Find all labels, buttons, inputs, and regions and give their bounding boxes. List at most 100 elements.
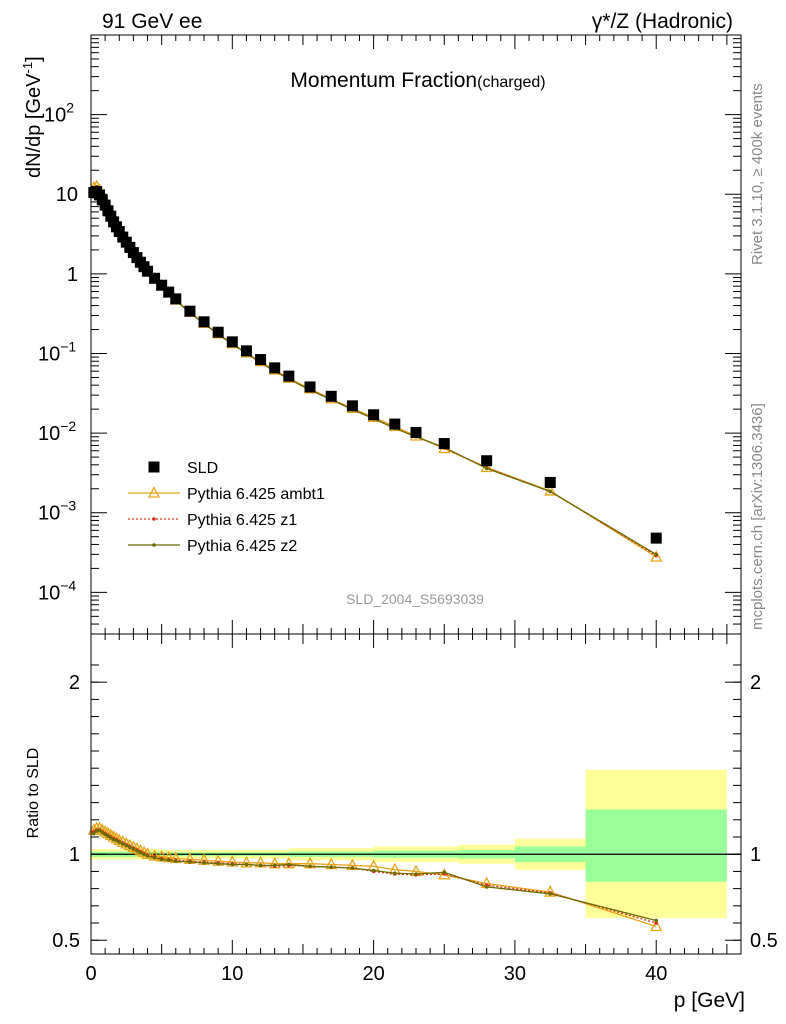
main-ytick-label-6: 102 xyxy=(44,100,74,127)
ratio-point-s0-26 xyxy=(240,855,253,868)
ratio-point-s2-17 xyxy=(145,854,150,858)
ratio-point-s2-39 xyxy=(654,918,659,923)
main-ylabel-sup: -1 xyxy=(20,62,35,74)
main-point-s0-34 xyxy=(389,418,401,430)
main-point-s3-37 xyxy=(484,466,489,471)
main-point-s0-27 xyxy=(255,354,267,366)
x-tick-label-0: 0 xyxy=(85,963,96,985)
ratio-point-s2-25 xyxy=(230,862,235,867)
legend-label-1: Pythia 6.425 ambt1 xyxy=(187,486,325,503)
main-point-s0-30 xyxy=(304,381,316,393)
main-point-s0-21 xyxy=(170,293,182,305)
main-ytick-label-1: 10−3 xyxy=(38,498,76,525)
main-ytick-exp-0: −4 xyxy=(60,577,76,593)
x-tick-label-4: 40 xyxy=(645,963,667,985)
ratio-point-s2-13 xyxy=(131,847,136,851)
main-ytick-label-5: 10 xyxy=(56,184,78,206)
main-ytick-label-0: 10−4 xyxy=(38,577,76,604)
legend-label-2: Pythia 6.425 z1 xyxy=(187,512,297,529)
main-ytick-label-4: 1 xyxy=(67,264,78,286)
mcplots-label: mcplots.cern.ch [arXiv:1306.3436] xyxy=(749,403,766,630)
ratio-point-s2-27 xyxy=(258,863,263,868)
ratio-ylabel: Ratio to SLD xyxy=(25,748,42,839)
plot-title: Momentum Fraction(charged) xyxy=(290,69,545,92)
legend-marker-2 xyxy=(152,517,156,521)
ratio-point-s2-19 xyxy=(159,857,164,862)
ratio-point-s2-0 xyxy=(92,831,96,836)
ratio-point-s2-23 xyxy=(202,861,206,865)
ratio-ytick-label-r-1: 1 xyxy=(750,844,761,866)
rivet-label: Rivet 3.1.10, ≥ 400k events xyxy=(749,83,766,265)
ratio-point-s2-7 xyxy=(111,837,116,842)
main-point-s0-24 xyxy=(212,326,224,338)
ratio-band-green-6 xyxy=(585,809,727,882)
main-point-s0-20 xyxy=(163,286,175,298)
ratio-axes-layer: 0.5 0.51 12 20 10 20 30 40 xyxy=(52,634,778,985)
ratio-point-s2-30 xyxy=(308,864,312,869)
ratio-plot: 0.5 0.51 12 20 10 20 30 40 Ratio to SLD p [GeV] xyxy=(25,633,778,1012)
x-tick-label-3: 30 xyxy=(504,963,526,985)
ratio-point-s2-31 xyxy=(329,865,334,869)
main-point-s0-29 xyxy=(283,370,295,382)
ratio-point-s2-34 xyxy=(393,871,397,875)
main-ytick-mant-2: 10 xyxy=(38,423,60,445)
ratio-point-s2-10 xyxy=(120,842,125,846)
legend-label-3: Pythia 6.425 z2 xyxy=(187,538,297,555)
main-points-layer xyxy=(87,179,663,562)
ratio-point-s2-5 xyxy=(106,834,110,838)
main-ytick-mant-3: 10 xyxy=(38,343,60,365)
ratio-point-s0-29 xyxy=(282,856,295,869)
main-point-s0-28 xyxy=(269,362,281,374)
ratio-point-s2-15 xyxy=(138,850,143,855)
main-ylabel: dN/dp [GeV-1] xyxy=(20,56,45,178)
ratio-point-s2-2 xyxy=(97,828,102,832)
ratio-ytick-label-r-0: 0.5 xyxy=(750,930,778,952)
main-point-s0-6 xyxy=(105,210,117,222)
ratio-point-s0-2 xyxy=(93,821,106,834)
main-ytick-exp-3: −1 xyxy=(60,338,76,354)
main-ylabel-text: dN/dp [GeV xyxy=(23,73,45,178)
header-left: 91 GeV ee xyxy=(102,10,202,33)
ratio-point-s2-16 xyxy=(142,852,146,857)
ratio-point-s2-12 xyxy=(128,845,132,850)
legend-label-0: SLD xyxy=(187,460,218,477)
main-ytick-mant-1: 10 xyxy=(38,503,60,525)
main-point-s0-23 xyxy=(198,316,210,328)
legend-marker-3 xyxy=(152,543,156,547)
ratio-point-s2-22 xyxy=(188,860,192,864)
main-point-s0-18 xyxy=(149,272,161,284)
ratio-point-s2-29 xyxy=(287,862,291,867)
main-point-s0-17 xyxy=(142,265,154,277)
main-ytick-mant-5: 10 xyxy=(56,184,78,206)
ratio-ytick-label-1: 1 xyxy=(69,844,80,866)
ratio-point-s2-1 xyxy=(94,829,99,833)
legend: SLD Pythia 6.425 ambt1 Pythia 6.425 z1 Pyth… xyxy=(128,460,325,555)
ratio-point-s2-33 xyxy=(371,868,376,873)
ratio-point-s2-6 xyxy=(108,836,113,840)
main-line-2 xyxy=(93,185,657,557)
ratio-point-s2-20 xyxy=(166,858,171,863)
main-ytick-exp-2: −2 xyxy=(60,418,76,434)
main-point-s0-35 xyxy=(410,426,422,438)
ratio-point-s2-9 xyxy=(117,840,122,844)
ratio-point-s2-35 xyxy=(414,872,418,876)
ratio-lines-layer xyxy=(87,821,663,932)
main-ytick-exp-6: 2 xyxy=(66,100,74,116)
x-axis-label: p [GeV] xyxy=(674,989,745,1012)
analysis-watermark: SLD_2004_S5693039 xyxy=(346,591,484,607)
x-tick-label-1: 10 xyxy=(221,963,243,985)
main-point-s0-32 xyxy=(346,400,358,412)
main-point-s0-38 xyxy=(544,476,556,488)
legend-marker-0 xyxy=(148,461,160,473)
plot-title-main: Momentum Fraction xyxy=(290,69,477,92)
header-right: γ*/Z (Hadronic) xyxy=(592,10,733,33)
main-point-s0-25 xyxy=(226,336,238,348)
main-ytick-label-3: 10−1 xyxy=(38,338,76,365)
main-point-s3-38 xyxy=(548,489,553,494)
main-point-s0-19 xyxy=(156,279,168,291)
main-point-s1-39 xyxy=(650,550,663,562)
ratio-point-s0-39 xyxy=(650,919,663,932)
